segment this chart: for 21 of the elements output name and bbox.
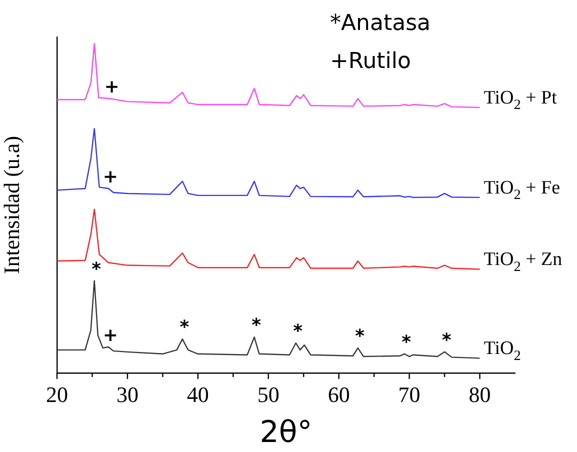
annotation: * xyxy=(92,258,102,280)
x-tick-label: 20 xyxy=(46,382,68,407)
annotation: * xyxy=(293,321,304,342)
x-tick-label: 50 xyxy=(257,382,280,407)
x-tick-label: 30 xyxy=(116,382,138,407)
annotation: +Rutilo xyxy=(330,49,411,74)
annotation: * xyxy=(252,315,262,336)
annotation: * xyxy=(180,317,190,338)
annotation: + xyxy=(102,324,118,346)
annotation: + xyxy=(104,76,120,98)
x-tick-label: 40 xyxy=(186,382,209,407)
x-axis-title: 2θ° xyxy=(260,414,312,450)
text: *Anatasa xyxy=(330,11,431,36)
y-axis-title: Intensidad (u.a) xyxy=(0,136,24,274)
x-tick-label: 70 xyxy=(398,382,420,407)
annotation: + xyxy=(102,166,118,188)
annotation: * xyxy=(402,332,412,353)
x-tick-label: 80 xyxy=(468,382,491,407)
annotation: * xyxy=(355,326,366,347)
x-tick-label: 60 xyxy=(328,382,350,407)
annotation: * xyxy=(442,330,452,351)
